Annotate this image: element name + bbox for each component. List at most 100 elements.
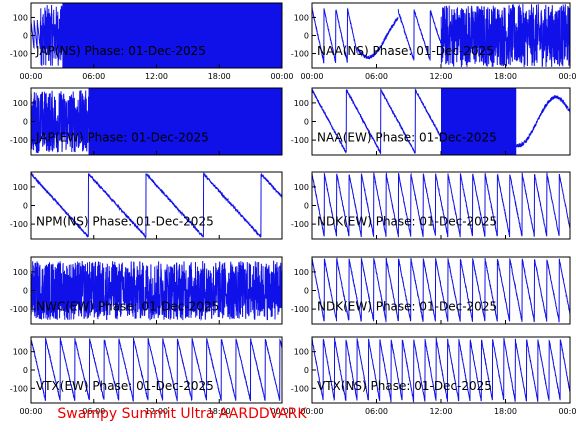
x-tick-label: 12:00: [429, 72, 452, 81]
phase-trace: [312, 88, 570, 155]
y-tick-label: -100: [10, 136, 28, 145]
y-tick-label: -100: [291, 50, 309, 59]
y-tick-label: 0: [23, 32, 28, 41]
panel-frame: [30, 171, 283, 240]
phase-panel: 100 0 -100 NDK(EW) Phase: 01-Dec-2025: [291, 171, 571, 240]
x-tick-label: 00:00: [270, 72, 293, 81]
x-tick-label: 18:00: [494, 407, 517, 416]
phase-trace: [31, 3, 282, 68]
phase-series-line: [312, 337, 570, 403]
panel-title: VTX(NS) Phase: 01-Dec-2025: [317, 379, 492, 393]
y-tick-label: 0: [23, 287, 28, 296]
y-tick-label: 100: [294, 183, 309, 192]
x-tick-label: 18:00: [208, 72, 231, 81]
y-tick-label: 100: [294, 348, 309, 357]
y-tick-label: 0: [304, 366, 309, 375]
x-tick-label: 00:00: [558, 407, 576, 416]
panel-title: NDK(EW) Phase: 01-Dec-2025: [317, 215, 497, 229]
y-tick-label: 0: [304, 287, 309, 296]
phase-panel: 100 0 -100 00:00 06:00 12:00 18:00 00:00 VTX(EW)…: [10, 336, 294, 416]
phase-series-line: [312, 257, 570, 323]
y-tick-label: 100: [13, 183, 28, 192]
y-tick-label: 0: [23, 366, 28, 375]
phase-panel: 100 0 -100 NWC(EW) Phase: 01-Dec-2025: [10, 256, 283, 325]
phase-series-line: [31, 260, 282, 321]
phase-series-line: [31, 90, 89, 154]
panel-title: VTX(EW) Phase: 01-Dec-2025: [36, 379, 214, 393]
y-tick-label: -100: [10, 50, 28, 59]
x-tick-label: 06:00: [365, 72, 388, 81]
phase-series-line: [39, 4, 63, 66]
panel-frame: [311, 336, 571, 404]
x-tick-label: 00:00: [19, 72, 42, 81]
phase-series-line: [31, 19, 41, 50]
panel-title: NWC(EW) Phase: 01-Dec-2025: [36, 300, 219, 314]
x-tick-label: 12:00: [145, 72, 168, 81]
y-tick-label: -100: [291, 384, 309, 393]
phase-panel: 100 0 -100 NDK(EW) Phase: 01-Dec-2025: [291, 256, 571, 325]
phase-trace: [312, 172, 570, 238]
x-tick-label: 00:00: [19, 407, 42, 416]
phase-trace: [312, 257, 570, 323]
x-tick-label: 06:00: [365, 407, 388, 416]
y-tick-label: 100: [13, 13, 28, 22]
y-tick-label: 0: [23, 202, 28, 211]
phase-trace: [31, 88, 282, 155]
panel-title: NDK(EW) Phase: 01-Dec-2025: [317, 300, 497, 314]
x-tick-label: 00:00: [558, 72, 576, 81]
phase-series-line: [397, 8, 442, 61]
phase-panel: 100 0 -100 00:00 06:00 12:00 18:00 00:00 NAA(NS)…: [291, 2, 576, 81]
panel-title: NAA(NS) Phase: 01-Dec-2025: [317, 44, 494, 58]
y-tick-label: 100: [13, 268, 28, 277]
phase-trace: [312, 3, 570, 68]
phase-trace: [31, 260, 282, 321]
phase-series-line: [440, 3, 570, 68]
phase-trace: [312, 337, 570, 403]
saturated-trace-block: [441, 88, 517, 155]
saturated-trace-block: [88, 88, 282, 155]
phase-trace: [31, 172, 282, 239]
x-tick-label: 12:00: [429, 407, 452, 416]
y-tick-label: -100: [291, 305, 309, 314]
x-tick-label: 06:00: [82, 72, 105, 81]
phase-series-line: [312, 172, 570, 238]
x-tick-label: 06:00: [82, 407, 105, 416]
x-tick-label: 18:00: [208, 407, 231, 416]
y-tick-label: 0: [23, 118, 28, 127]
phase-series-line: [312, 88, 442, 154]
phase-panel: 100 0 -100 00:00 06:00 12:00 18:00 00:00 VTX(NS)…: [291, 336, 576, 416]
phase-series-line: [312, 7, 358, 64]
y-tick-label: 0: [304, 202, 309, 211]
phase-panel: 100 0 -100 00:00 06:00 12:00 18:00 00:00 JAP(NS)…: [10, 2, 294, 81]
phase-series-line: [515, 94, 570, 148]
panel-title: NPM(NS) Phase: 01-Dec-2025: [36, 215, 214, 229]
phase-panel: 100 0 -100 NPM(NS) Phase: 01-Dec-2025: [10, 171, 283, 240]
phase-series-line: [31, 337, 282, 402]
y-tick-label: -100: [10, 305, 28, 314]
phase-trace: [31, 337, 282, 402]
y-tick-label: 100: [13, 99, 28, 108]
x-tick-label: 00:00: [300, 407, 323, 416]
panel-title: JAP(EW) Phase: 01-Dec-2025: [35, 131, 209, 145]
y-tick-label: 100: [294, 268, 309, 277]
y-tick-label: 0: [304, 32, 309, 41]
y-tick-label: -100: [10, 384, 28, 393]
y-tick-label: -100: [10, 220, 28, 229]
phase-panel: 100 0 -100 JAP(EW) Phase: 01-Dec-2025: [10, 87, 283, 156]
y-tick-label: 100: [294, 99, 309, 108]
panel-frame: [30, 336, 283, 404]
saturated-trace-block: [62, 3, 282, 68]
x-tick-label: 12:00: [145, 407, 168, 416]
y-tick-label: 0: [304, 118, 309, 127]
phase-series-line: [31, 172, 282, 239]
x-tick-label: 00:00: [300, 72, 323, 81]
x-tick-label: 00:00: [270, 407, 293, 416]
panel-title: NAA(EW) Phase: 01-Dec-2025: [317, 131, 497, 145]
y-tick-label: -100: [291, 136, 309, 145]
panel-title: JAP(NS) Phase: 01-Dec-2025: [35, 44, 206, 58]
y-tick-label: 100: [294, 13, 309, 22]
y-tick-label: 100: [13, 348, 28, 357]
x-tick-label: 18:00: [494, 72, 517, 81]
station-footer: Swampy Summit Ultra AARDDVARK: [57, 406, 307, 422]
